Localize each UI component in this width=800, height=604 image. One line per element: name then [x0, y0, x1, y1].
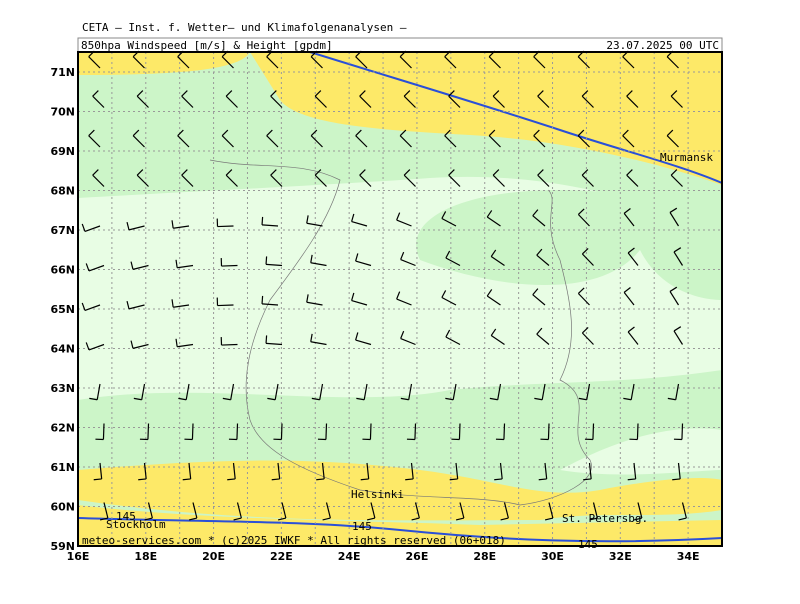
barb-flag — [266, 335, 267, 343]
barb-flag — [405, 479, 413, 480]
lat-label: 64N — [50, 343, 75, 356]
barb-staff — [192, 424, 193, 440]
barb-flag — [262, 217, 263, 225]
city-label: Helsinki — [351, 488, 404, 501]
institute: CETA — Inst. f. Wetter— und Klimafolgena… — [82, 21, 407, 34]
barb-flag — [94, 479, 102, 480]
barb-staff — [415, 424, 416, 440]
barb-flag — [628, 479, 636, 480]
barb-staff — [459, 424, 460, 440]
lat-label: 66N — [50, 264, 75, 277]
contour-label: 145 — [578, 538, 598, 551]
barb-flag — [272, 479, 280, 480]
lat-label: 70N — [50, 106, 75, 119]
lon-label: 32E — [609, 550, 632, 563]
contour-label: 145 — [352, 520, 372, 533]
barb-staff — [504, 424, 505, 440]
lat-label: 67N — [50, 224, 75, 237]
lon-label: 22E — [270, 550, 293, 563]
barb-staff — [281, 424, 282, 440]
lat-label: 71N — [50, 66, 75, 79]
lon-label: 16E — [67, 550, 90, 563]
lat-label: 65N — [50, 303, 75, 316]
barb-staff — [593, 424, 594, 440]
barb-staff — [222, 266, 238, 267]
lon-label: 26E — [406, 550, 429, 563]
lat-label: 60N — [50, 501, 75, 514]
barb-flag — [672, 479, 680, 480]
city-label: St. Petersbg. — [562, 512, 648, 525]
field — [78, 52, 722, 546]
field-title: 850hpa_Windspeed_[m/s]_&_Height_[gpdm] — [81, 39, 333, 52]
lon-label: 18E — [134, 550, 157, 563]
lon-label: 30E — [541, 550, 564, 563]
barb-staff — [222, 345, 238, 346]
barb-staff — [148, 424, 149, 440]
barb-staff — [237, 424, 238, 440]
barb-flag — [494, 479, 502, 480]
barb-flag — [183, 479, 191, 480]
city-label: Stockholm — [106, 518, 166, 531]
barb-flag — [316, 479, 324, 480]
footer: meteo-services.com * (c)2025 IWKF * All … — [82, 534, 506, 547]
barb-flag — [262, 296, 263, 304]
barb-staff — [103, 424, 104, 440]
city-label: Murmansk — [660, 151, 713, 164]
lat-label: 61N — [50, 461, 75, 474]
barb-flag — [227, 479, 235, 480]
barb-staff — [682, 424, 683, 440]
barb-flag — [539, 479, 547, 480]
barb-staff — [218, 305, 234, 306]
barb-flag — [266, 256, 267, 264]
barb-flag — [361, 479, 369, 480]
barb-staff — [326, 424, 327, 440]
barb-flag — [450, 479, 458, 480]
barb-staff — [218, 226, 234, 227]
lon-label: 20E — [202, 550, 225, 563]
barb-flag — [583, 479, 591, 480]
barb-staff — [548, 424, 549, 440]
lat-label: 69N — [50, 145, 75, 158]
barb-flag — [138, 479, 146, 480]
lat-label: 63N — [50, 382, 75, 395]
lon-label: 34E — [677, 550, 700, 563]
barb-staff — [370, 424, 371, 440]
barb-staff — [637, 424, 638, 440]
lon-label: 28E — [473, 550, 496, 563]
lon-label: 24E — [338, 550, 361, 563]
contour-label: 145 — [116, 510, 136, 523]
lat-label: 68N — [50, 185, 75, 198]
valid-time: 23.07.2025 00 UTC — [606, 39, 719, 52]
lat-label: 62N — [50, 422, 75, 435]
